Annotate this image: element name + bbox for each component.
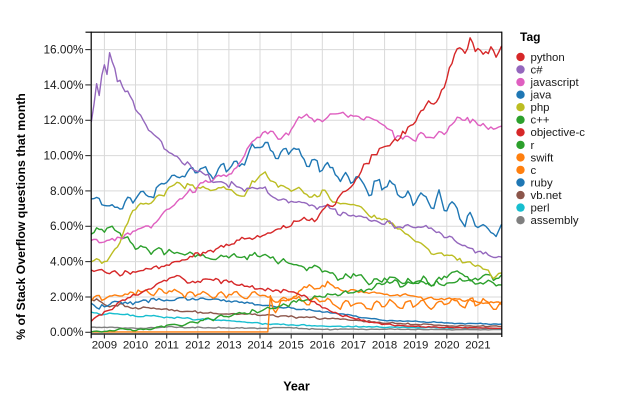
svg-text:java: java — [530, 90, 553, 102]
svg-text:12.00%: 12.00% — [43, 113, 84, 127]
svg-text:10.00%: 10.00% — [43, 149, 84, 163]
svg-text:2009: 2009 — [92, 340, 117, 352]
svg-text:2019: 2019 — [403, 340, 428, 352]
svg-text:4.00%: 4.00% — [50, 255, 84, 269]
svg-text:2.00%: 2.00% — [50, 290, 84, 304]
svg-text:2021: 2021 — [465, 340, 490, 352]
svg-text:swift: swift — [531, 152, 555, 164]
svg-text:16.00%: 16.00% — [43, 43, 84, 57]
svg-text:assembly: assembly — [531, 215, 579, 227]
svg-text:6.00%: 6.00% — [50, 219, 84, 233]
svg-text:% of Stack Overflow questions: % of Stack Overflow questions that month — [14, 93, 28, 340]
svg-text:2010: 2010 — [123, 340, 148, 352]
svg-text:2020: 2020 — [434, 340, 459, 352]
svg-text:8.00%: 8.00% — [50, 184, 84, 198]
svg-text:php: php — [531, 102, 550, 114]
svg-text:vb.net: vb.net — [531, 190, 563, 202]
svg-text:2014: 2014 — [247, 340, 272, 352]
svg-text:javascript: javascript — [530, 77, 580, 89]
svg-text:ruby: ruby — [531, 177, 553, 189]
svg-text:Year: Year — [283, 380, 310, 394]
svg-text:c: c — [531, 165, 537, 177]
svg-text:2011: 2011 — [154, 340, 179, 352]
svg-text:14.00%: 14.00% — [43, 78, 84, 92]
svg-text:2012: 2012 — [185, 340, 210, 352]
svg-text:objective-c: objective-c — [531, 127, 586, 139]
svg-text:c#: c# — [531, 65, 544, 77]
svg-text:c++: c++ — [531, 115, 550, 127]
svg-text:r: r — [531, 140, 535, 152]
svg-text:Tag: Tag — [520, 30, 540, 44]
svg-text:perl: perl — [531, 203, 550, 215]
svg-text:2013: 2013 — [216, 340, 241, 352]
svg-text:2017: 2017 — [341, 340, 366, 352]
svg-text:python: python — [531, 52, 565, 64]
svg-text:2016: 2016 — [310, 340, 335, 352]
svg-text:2015: 2015 — [279, 340, 304, 352]
svg-text:2018: 2018 — [372, 340, 397, 352]
svg-text:0.00%: 0.00% — [50, 325, 84, 339]
